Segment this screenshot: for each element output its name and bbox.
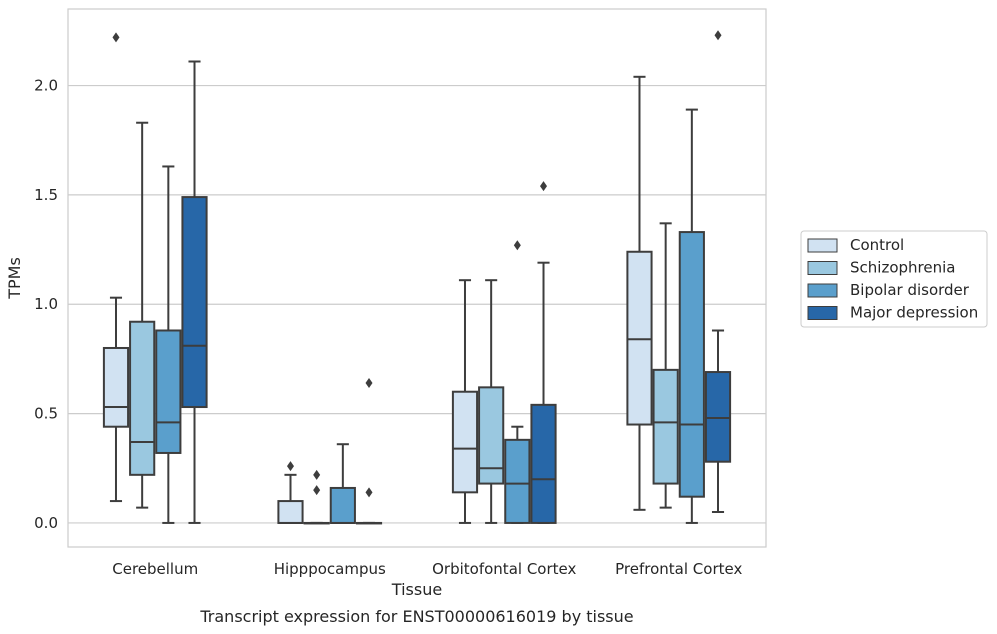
box-body xyxy=(181,196,208,409)
y-tick-label: 0.0 xyxy=(34,514,58,532)
box-bipolar-disorder xyxy=(504,240,531,524)
outlier-point xyxy=(513,240,521,251)
outlier-point xyxy=(540,181,548,192)
box-major-depression xyxy=(355,377,383,525)
category-group xyxy=(451,181,557,524)
box-schizophrenia xyxy=(478,279,505,524)
outlier-point xyxy=(286,461,294,472)
legend-label: Bipolar disorder xyxy=(850,281,970,299)
y-tick-label: 0.5 xyxy=(34,405,58,423)
x-axis-label: Tissue xyxy=(391,580,442,599)
x-tick-label: Cerebellum xyxy=(112,560,198,578)
box-body xyxy=(504,438,531,524)
box-control xyxy=(451,279,479,524)
legend-swatch xyxy=(807,283,838,298)
y-tick-label: 1.5 xyxy=(34,186,58,204)
box-major-depression xyxy=(181,60,208,524)
legend-swatch xyxy=(807,306,838,320)
box-body xyxy=(626,250,653,426)
outlier-point xyxy=(365,487,373,498)
legend-frame xyxy=(800,230,988,328)
y-tick-label: 2.0 xyxy=(34,77,58,95)
legend-label: Schizophrenia xyxy=(850,259,955,277)
box-bipolar-disorder xyxy=(329,443,356,524)
category-group xyxy=(626,30,732,524)
legend-swatch xyxy=(807,261,838,275)
plot-frame xyxy=(67,8,767,548)
legend: Control Schizophrenia Bipolar disorder Majo… xyxy=(800,230,988,328)
box-body xyxy=(704,371,732,463)
box-major-depression xyxy=(704,30,732,514)
box-schizophrenia xyxy=(652,222,679,509)
y-tick-label: 1.0 xyxy=(34,295,58,313)
outlier-point xyxy=(313,485,321,496)
box-schizophrenia xyxy=(303,469,330,525)
legend-label: Control xyxy=(850,236,904,254)
legend-swatch xyxy=(807,238,838,253)
box-bipolar-disorder xyxy=(678,108,705,524)
category-group xyxy=(277,377,383,525)
x-tick-label: Prefrontal Cortex xyxy=(615,560,742,578)
box-body xyxy=(451,390,479,494)
x-tick-label: Hipppocampus xyxy=(274,560,386,578)
outlier-point xyxy=(313,469,321,480)
box-control xyxy=(277,461,304,524)
box-groups xyxy=(102,30,732,525)
box-body xyxy=(329,486,356,524)
x-tick-label: Orbitofontal Cortex xyxy=(432,560,576,578)
box-bipolar-disorder xyxy=(155,165,182,524)
box-major-depression xyxy=(530,181,557,524)
box-body xyxy=(129,320,156,476)
box-control xyxy=(626,75,653,511)
legend-label: Major depression xyxy=(850,304,978,322)
outlier-point xyxy=(365,377,373,388)
box-body xyxy=(678,231,705,498)
box-schizophrenia xyxy=(129,121,156,509)
box-body xyxy=(155,329,182,454)
y-tick-labels: 0.0 0.5 1.0 1.5 2.0 xyxy=(34,77,58,532)
box-body xyxy=(530,403,557,524)
box-body xyxy=(277,500,304,524)
box-control xyxy=(102,32,130,503)
y-axis-label: TPMs xyxy=(5,257,24,300)
chart-caption: Transcript expression for ENST0000061601… xyxy=(199,607,633,626)
box-body xyxy=(652,368,679,485)
outlier-point xyxy=(112,32,120,43)
x-tick-labels: Cerebellum Hipppocampus Orbitofontal Corte… xyxy=(112,560,742,578)
box-body xyxy=(102,346,130,428)
category-group xyxy=(102,32,208,524)
outlier-point xyxy=(714,30,722,41)
